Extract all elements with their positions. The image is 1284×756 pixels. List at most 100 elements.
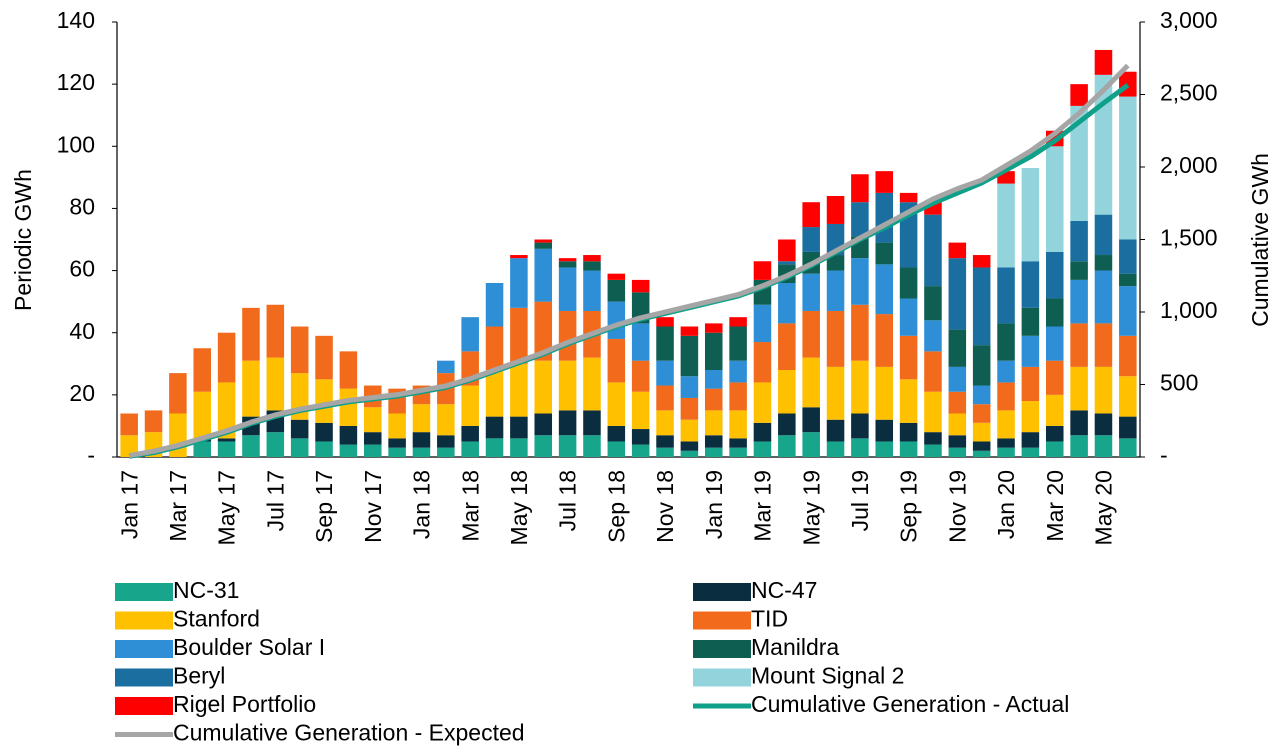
x-tick-label: Nov 19 [944,470,970,543]
legend-label: Mount Signal 2 [751,663,904,689]
bar-segment [461,317,479,352]
bar-segment [729,382,747,411]
bar-segment [1094,323,1113,367]
bar-segment [875,171,894,193]
bar-segment [607,273,626,280]
legend-swatch [115,583,173,601]
bar-segment [753,304,772,343]
bar-segment [339,388,358,426]
bar-segment [1070,261,1088,280]
y-tick-label: 80 [69,194,95,220]
bar-segment [339,351,358,389]
bar-segment [826,270,845,311]
bar-segment [217,438,236,442]
bar-segment [1070,366,1088,411]
bar-segment [558,410,577,436]
bar-segment [290,419,309,439]
bar-segment [680,441,699,451]
bar-segment [1119,416,1137,439]
y-tick-label: - [87,442,95,468]
bar-segment [972,345,991,386]
bar-segment [948,413,967,436]
bar-segment [193,391,212,439]
bar-segment [680,335,699,377]
bar-segment [583,357,601,411]
bar-segment [1094,214,1113,256]
bar-segment [899,192,918,203]
y2-axis-label: Cumulative GWh [1247,153,1273,327]
bar-segment [656,435,674,448]
bar-segment [802,407,820,433]
bar-segment [753,342,772,383]
legend-swatch [693,611,751,630]
bar-segment [607,338,626,383]
bar-segment [924,320,942,352]
bar-segment [388,413,406,439]
bar-segment [704,447,723,457]
bar-segment [826,255,845,271]
x-tick-label: May 19 [798,470,824,545]
bar-segment [1021,432,1040,448]
legend-label: TID [751,606,788,632]
bar-segment [972,267,991,346]
bar-segment [972,404,991,423]
bar-segment [753,422,772,442]
bar-segment [1119,335,1137,377]
legend-swatch [115,668,173,687]
bar-segment [753,261,772,280]
bar-segment [802,227,820,252]
bar-segment [1119,286,1137,336]
bar-segment [363,407,382,433]
bar-segment [778,323,796,370]
bar-segment [729,410,747,439]
bar-segment [972,255,991,268]
bar-segment [997,360,1015,383]
bar-segment [534,239,553,243]
bar-segment [802,357,820,408]
bar-segment [266,304,285,358]
bar-segment [1119,273,1137,287]
bar-segment [534,360,553,414]
bar-segment [242,360,260,417]
bar-segment [729,326,747,361]
bar-segment [1021,261,1040,308]
bar-segment [924,214,942,287]
bar-segment [339,425,358,445]
x-tick-label: Jan 18 [409,470,435,539]
x-tick-label: May 17 [214,470,240,545]
bar-segment [534,435,553,457]
bar-segment [510,416,528,439]
bar-segment [948,435,967,448]
bar-segment [242,435,260,457]
bar-segment [948,391,967,414]
bar-segment [802,273,820,311]
bar-segment [583,255,601,262]
bar-segment [778,435,796,457]
bar-segment [680,397,699,420]
legend-label: Cumulative Generation - Actual [751,691,1069,717]
x-tick-label: Mar 17 [165,470,191,542]
bar-segment [924,391,942,433]
bar-segment [851,413,869,439]
bar-segment [631,323,650,361]
bar-segment [875,419,894,442]
bar-segment [656,326,674,361]
bar-segment [753,441,772,457]
bar-segment [266,432,285,457]
x-tick-label: May 18 [506,470,532,545]
bar-segment [899,267,918,299]
bar-segment [1021,447,1040,457]
bar-segment [924,432,942,445]
x-tick-label: Jan 19 [701,470,727,539]
bar-segment [948,366,967,392]
cumulative-line [128,63,1130,459]
bar-segment [778,370,796,414]
bar-segment [1045,441,1064,457]
bar-segment [729,447,747,457]
legend-label: Beryl [173,663,225,689]
y2-tick-label: 500 [1160,370,1198,396]
bar-segment [363,444,382,457]
bar-segment [363,432,382,445]
bar-segment [826,441,845,457]
